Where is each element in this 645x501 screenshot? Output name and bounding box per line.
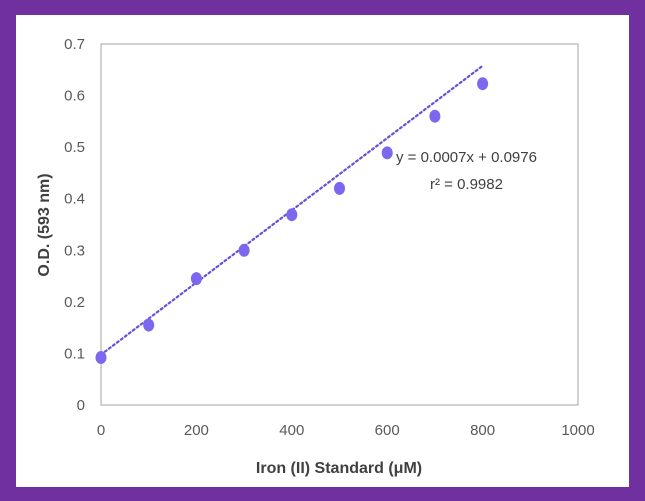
- y-axis-title: O.D. (593 nm): [36, 173, 53, 276]
- y-tick-label: 0.3: [64, 242, 85, 259]
- data-point: [429, 109, 441, 123]
- data-point: [381, 146, 393, 160]
- scatter-chart: 0 0.1 0.2 0.3 0.4 0.5 0.6 0.7 0 200 400 600 800 1000…: [36, 36, 595, 477]
- trendline-r-squared: r² = 0.9982: [430, 176, 503, 193]
- y-tick-label: 0.2: [64, 294, 85, 311]
- data-point: [95, 351, 107, 365]
- x-tick-label: 800: [470, 422, 495, 439]
- data-points: [95, 77, 489, 365]
- data-point: [334, 181, 345, 195]
- y-tick-label: 0.5: [64, 139, 85, 156]
- chart-frame: 0 0.1 0.2 0.3 0.4 0.5 0.6 0.7 0 200 400 600 800 1000…: [16, 15, 629, 487]
- y-tick-label: 0.4: [64, 191, 85, 208]
- data-point: [143, 318, 155, 332]
- x-axis-title: Iron (II) Standard (μM): [256, 460, 422, 477]
- plot-area: [100, 43, 579, 406]
- y-tick-label: 0.7: [64, 36, 85, 53]
- x-tick-label: 400: [279, 422, 304, 439]
- data-point: [238, 243, 250, 257]
- x-tick-labels: 0 200 400 600 800 1000: [97, 422, 595, 439]
- y-tick-labels: 0 0.1 0.2 0.3 0.4 0.5 0.6 0.7: [64, 36, 85, 414]
- y-tick-label: 0.6: [64, 88, 85, 105]
- x-tick-label: 0: [97, 422, 105, 439]
- trendline-equation: y = 0.0007x + 0.0976: [396, 149, 537, 166]
- data-point: [477, 77, 489, 91]
- x-tick-label: 600: [375, 422, 400, 439]
- x-tick-label: 1000: [561, 422, 594, 439]
- x-tick-label: 200: [184, 422, 209, 439]
- y-tick-label: 0.1: [64, 345, 85, 362]
- data-point: [190, 272, 202, 286]
- y-tick-label: 0: [77, 397, 85, 414]
- data-point: [286, 208, 298, 222]
